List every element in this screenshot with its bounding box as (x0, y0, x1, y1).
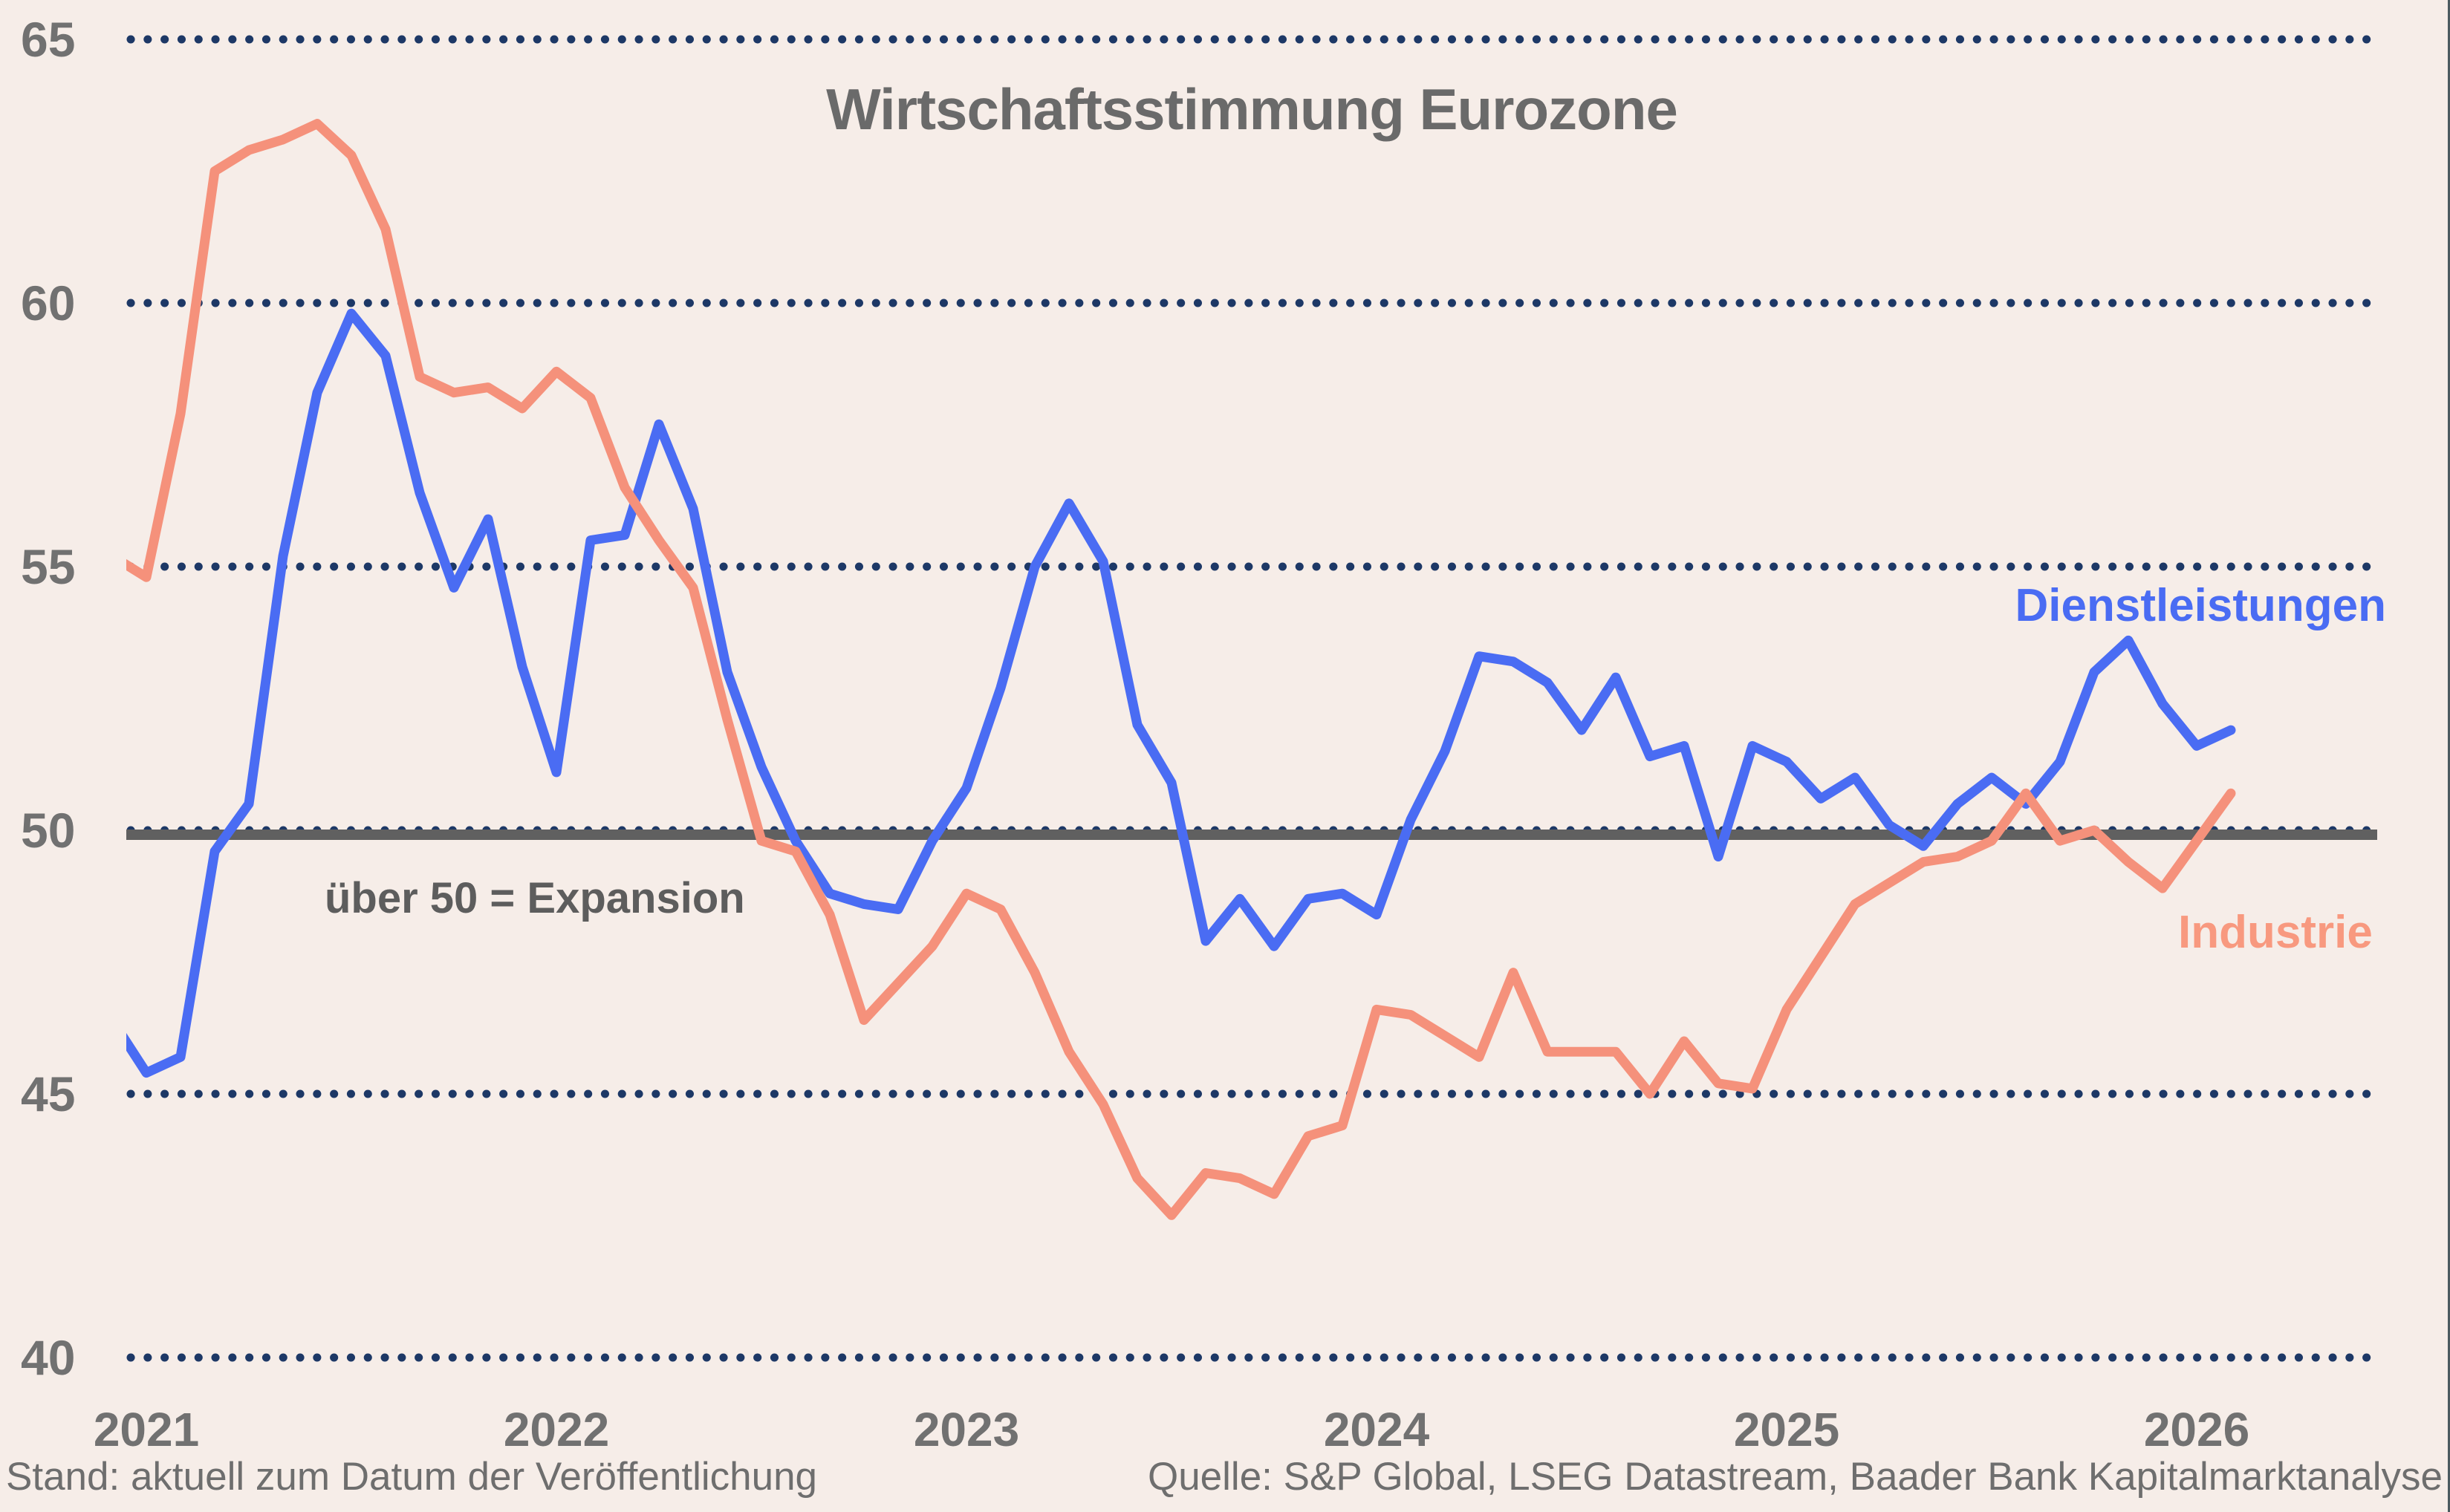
services-line (126, 308, 2236, 1078)
x-tick-label-2026: 2026 (2143, 1403, 2250, 1456)
footer-status-note: Stand: aktuell zum Datum der Veröffentli… (6, 1455, 818, 1499)
expansion-threshold-label: über 50 = Expansion (325, 874, 745, 922)
y-tick-label-50: 50 (21, 803, 76, 858)
y-tick-label-60: 60 (21, 276, 76, 330)
x-tick-label-2024: 2024 (1323, 1403, 1430, 1456)
y-tick-label-65: 65 (21, 12, 76, 67)
x-tick-label-2023: 2023 (913, 1403, 1020, 1456)
y-tick-label-40: 40 (21, 1330, 76, 1385)
x-tick-label-2025: 2025 (1733, 1403, 1840, 1456)
y-tick-label-45: 45 (21, 1066, 76, 1121)
window-edge-line (2448, 0, 2450, 1512)
footer-source-note: Quelle: S&P Global, LSEG Datastream, Baa… (1147, 1455, 2443, 1499)
legend-label-services: Dienstleistungen (2015, 580, 2386, 631)
industry-line (126, 119, 2236, 1220)
x-tick-label-2022: 2022 (503, 1403, 610, 1456)
legend-label-industry: Industrie (2178, 907, 2373, 958)
chart-title: Wirtschaftsstimmung Eurozone (826, 76, 1678, 142)
y-tick-label-55: 55 (21, 539, 76, 594)
x-tick-label-2021: 2021 (93, 1403, 200, 1456)
